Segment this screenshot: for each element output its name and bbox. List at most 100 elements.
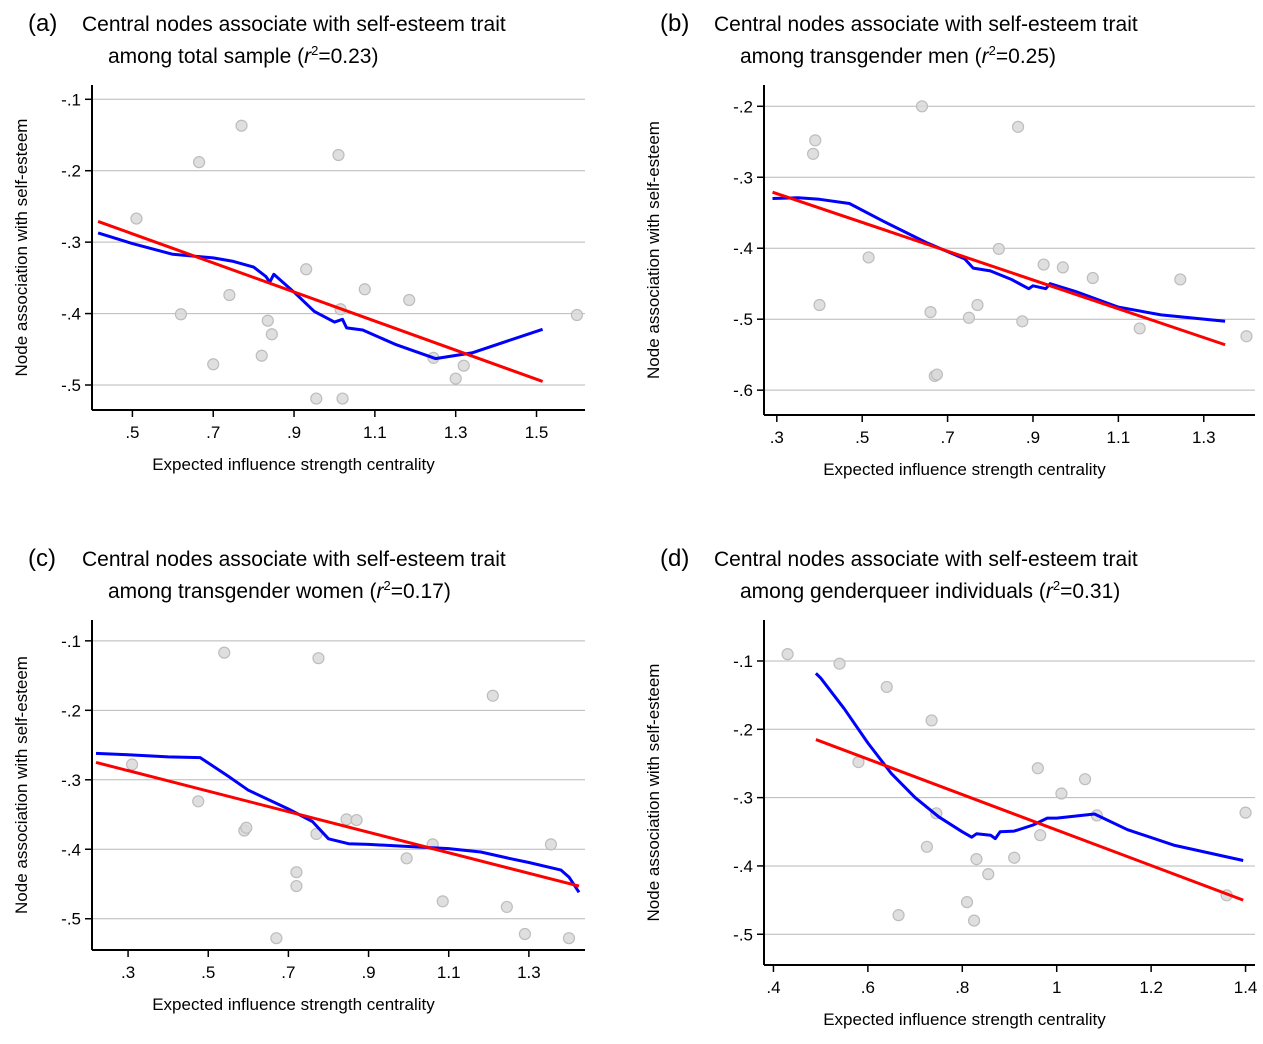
x-tick-label: .7	[940, 428, 954, 447]
fit-line	[98, 221, 543, 381]
data-point	[1175, 274, 1186, 285]
data-point	[863, 252, 874, 263]
data-point	[291, 881, 302, 892]
x-tick-label: .7	[281, 963, 295, 982]
data-point	[219, 647, 230, 658]
data-point	[545, 839, 556, 850]
chart-panel-a: (a) Central nodes associate with self-es…	[0, 0, 631, 509]
y-tick-label: -.3	[61, 771, 81, 790]
y-axis-title: Node association with self-esteem	[12, 656, 31, 914]
data-point	[1080, 774, 1091, 785]
x-axis-title: Expected influence strength centrality	[152, 455, 435, 474]
chart-panel-c: (c) Central nodes associate with self-es…	[0, 535, 631, 1044]
y-tick-label: -.2	[733, 97, 753, 116]
y-tick-label: -.4	[733, 239, 753, 258]
data-point	[1035, 830, 1046, 841]
y-tick-label: -.2	[61, 701, 81, 720]
x-axis-title: Expected influence strength centrality	[152, 995, 435, 1014]
data-point	[926, 715, 937, 726]
data-point	[962, 897, 973, 908]
data-point	[127, 759, 138, 770]
data-point	[291, 867, 302, 878]
x-axis-title: Expected influence strength centrality	[823, 1010, 1106, 1029]
data-point	[450, 373, 461, 384]
data-point	[971, 854, 982, 865]
data-point	[1056, 788, 1067, 799]
data-point	[571, 310, 582, 321]
x-tick-label: 1.2	[1139, 978, 1163, 997]
data-point	[271, 933, 282, 944]
data-point	[256, 350, 267, 361]
lowess-line	[816, 673, 1243, 860]
data-point	[808, 148, 819, 159]
data-point	[814, 300, 825, 311]
chart-panel-b: (b) Central nodes associate with self-es…	[632, 0, 1263, 509]
data-point	[1240, 807, 1251, 818]
data-point	[401, 853, 412, 864]
x-tick-label: .3	[121, 963, 135, 982]
data-point	[519, 929, 530, 940]
data-point	[993, 243, 1004, 254]
fit-line	[773, 192, 1226, 345]
data-point	[333, 150, 344, 161]
data-point	[1038, 259, 1049, 270]
x-tick-label: .5	[855, 428, 869, 447]
data-point	[224, 290, 235, 301]
data-point	[193, 796, 204, 807]
data-point	[236, 120, 247, 131]
x-tick-label: 1.1	[437, 963, 461, 982]
data-point	[241, 822, 252, 833]
x-tick-label: .5	[125, 423, 139, 442]
data-point	[351, 815, 362, 826]
y-tick-label: -.6	[733, 381, 753, 400]
data-point	[1057, 262, 1068, 273]
data-point	[810, 135, 821, 146]
y-tick-label: -.4	[733, 857, 753, 876]
x-tick-label: .8	[955, 978, 969, 997]
x-tick-label: .9	[287, 423, 301, 442]
y-axis-title: Node association with self-esteem	[12, 119, 31, 377]
y-tick-label: -.5	[61, 376, 81, 395]
y-tick-label: -.5	[61, 910, 81, 929]
data-point	[208, 359, 219, 370]
data-point	[1017, 316, 1028, 327]
scatter-plot: -.1-.2-.3-.4-.5.5.7.9 1.1 1.3 1.5Expected i…	[0, 0, 631, 509]
data-point	[1241, 331, 1252, 342]
y-tick-label: -.4	[61, 840, 81, 859]
data-point	[921, 841, 932, 852]
data-point	[834, 658, 845, 669]
x-tick-label: 1.1	[1107, 428, 1131, 447]
x-tick-label: .5	[201, 963, 215, 982]
data-point	[983, 869, 994, 880]
x-tick-label: .9	[361, 963, 375, 982]
y-tick-label: -.3	[733, 168, 753, 187]
x-tick-label: .3	[770, 428, 784, 447]
data-point	[487, 690, 498, 701]
y-tick-label: -.1	[733, 652, 753, 671]
scatter-plot: -.2 -.3 -.4 -.5 -.6 .3 .5 .7 .9 1.1 1.3 Expected in…	[632, 0, 1263, 509]
y-tick-label: -.1	[61, 90, 81, 109]
x-tick-label: 1.5	[525, 423, 549, 442]
data-point	[194, 157, 205, 168]
fit-line	[816, 740, 1243, 901]
data-point	[131, 213, 142, 224]
data-point	[969, 915, 980, 926]
data-point	[893, 910, 904, 921]
data-point	[963, 312, 974, 323]
y-tick-label: -.2	[733, 720, 753, 739]
x-tick-label: 1.4	[1234, 978, 1258, 997]
x-tick-label: 1.1	[363, 423, 387, 442]
fit-line	[96, 762, 579, 886]
data-point	[437, 896, 448, 907]
data-point	[972, 300, 983, 311]
y-axis-title: Node association with self-esteem	[644, 121, 663, 379]
data-point	[931, 369, 942, 380]
y-tick-label: -.3	[61, 233, 81, 252]
data-point	[1009, 852, 1020, 863]
x-tick-label: 1.3	[517, 963, 541, 982]
data-point	[301, 264, 312, 275]
data-point	[266, 329, 277, 340]
x-tick-label: .4	[766, 978, 780, 997]
data-point	[881, 681, 892, 692]
data-point	[1013, 121, 1024, 132]
